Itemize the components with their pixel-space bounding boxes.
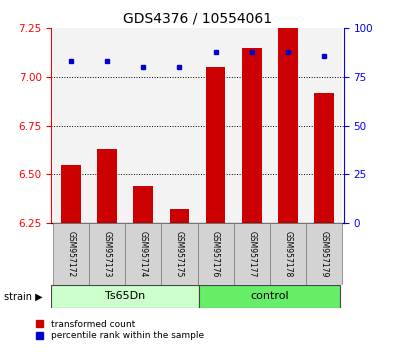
Legend: transformed count, percentile rank within the sample: transformed count, percentile rank withi… xyxy=(36,320,204,340)
Text: GSM957178: GSM957178 xyxy=(283,231,292,277)
Bar xyxy=(199,285,340,308)
Text: Ts65Dn: Ts65Dn xyxy=(105,291,145,302)
Bar xyxy=(270,223,306,285)
Text: GSM957177: GSM957177 xyxy=(247,231,256,277)
Text: control: control xyxy=(250,291,289,302)
Text: GSM957179: GSM957179 xyxy=(319,231,328,277)
Bar xyxy=(233,223,270,285)
Bar xyxy=(53,223,89,285)
Bar xyxy=(97,149,117,223)
Bar xyxy=(162,28,198,223)
Text: GSM957174: GSM957174 xyxy=(139,231,148,277)
Bar xyxy=(89,28,125,223)
Bar xyxy=(169,209,189,223)
Bar xyxy=(51,285,199,308)
Bar xyxy=(242,48,261,223)
Bar xyxy=(162,223,198,285)
Bar xyxy=(125,28,162,223)
Title: GDS4376 / 10554061: GDS4376 / 10554061 xyxy=(123,12,272,26)
Bar xyxy=(233,28,270,223)
Text: GSM957176: GSM957176 xyxy=(211,231,220,277)
Bar xyxy=(314,93,334,223)
Bar xyxy=(198,223,233,285)
Text: strain ▶: strain ▶ xyxy=(4,291,43,301)
Bar xyxy=(278,28,298,223)
Bar xyxy=(206,67,226,223)
Bar xyxy=(270,28,306,223)
Bar xyxy=(125,223,162,285)
Bar xyxy=(306,223,342,285)
Bar xyxy=(53,28,89,223)
Bar xyxy=(134,186,153,223)
Bar xyxy=(306,28,342,223)
Text: GSM957172: GSM957172 xyxy=(67,231,76,277)
Bar xyxy=(61,165,81,223)
Text: GSM957175: GSM957175 xyxy=(175,231,184,277)
Bar xyxy=(89,223,125,285)
Text: GSM957173: GSM957173 xyxy=(103,231,112,277)
Bar xyxy=(198,28,233,223)
